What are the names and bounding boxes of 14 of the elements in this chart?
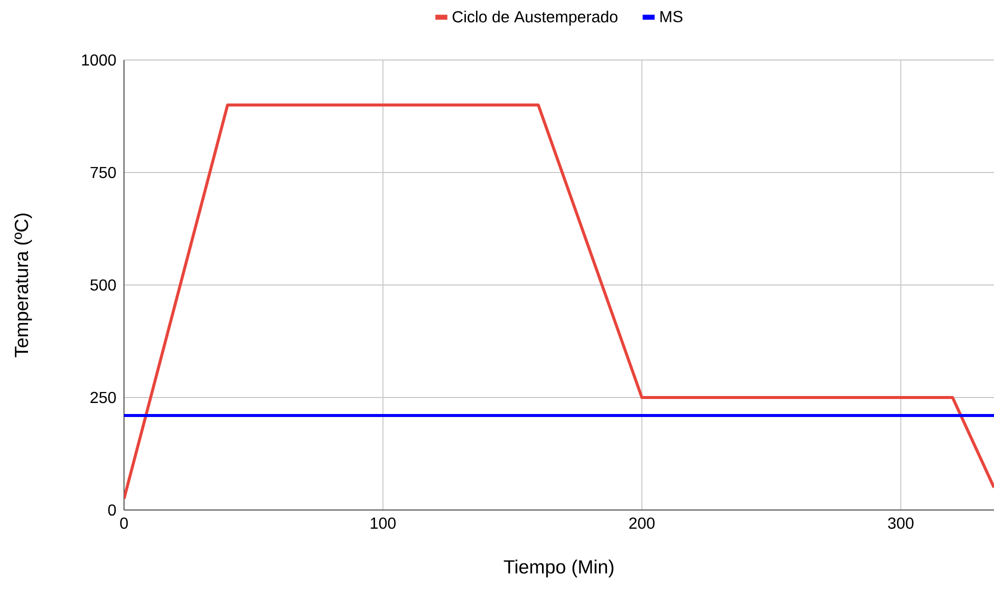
x-tick-label: 0 [120, 518, 128, 529]
y-tick-label: 500 [90, 279, 116, 291]
y-tick-label: 0 [108, 504, 116, 516]
y-axis-title: Temperatura (ºC) [14, 214, 32, 358]
y-tick-label: 250 [90, 392, 116, 404]
line-series [124, 103, 994, 500]
x-tick-label: 300 [888, 518, 914, 529]
legend-label: MS [660, 10, 682, 22]
y-tick-label: 750 [90, 166, 116, 178]
y-tick-label: 1000 [82, 54, 116, 66]
x-tick-label: 100 [370, 518, 396, 529]
x-axis-title: Tiempo (Min) [504, 560, 614, 578]
x-tick-label: 200 [629, 518, 655, 529]
legend-label: Ciclo de Austemperado [452, 10, 618, 26]
